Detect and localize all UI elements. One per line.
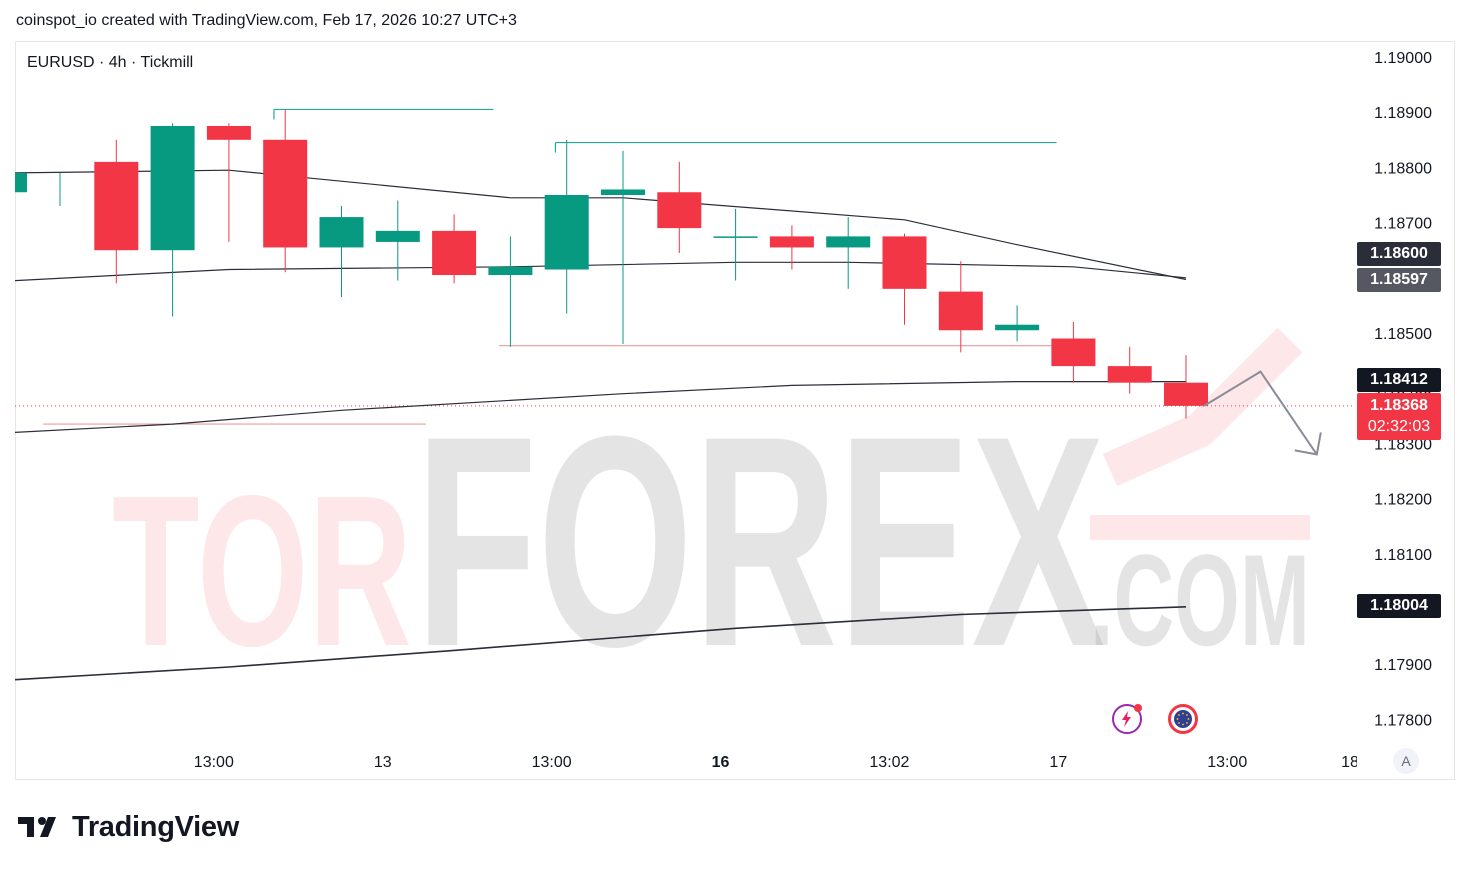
forecast-arrow-head bbox=[1295, 432, 1321, 454]
auto-scale-button[interactable]: A bbox=[1393, 748, 1419, 774]
candle-body bbox=[826, 236, 870, 247]
y-axis-tick-label: 1.18700 bbox=[1374, 216, 1432, 233]
candle-body bbox=[657, 192, 701, 228]
candle-body bbox=[883, 236, 927, 288]
y-axis-tick-label: 1.18900 bbox=[1374, 105, 1432, 122]
notification-dot-icon bbox=[1134, 704, 1142, 712]
moving-average-line bbox=[15, 262, 1186, 280]
price-tag-ma-upper: 1.18600 bbox=[1357, 242, 1441, 266]
watermark-logo: TOR FOREX .COM bbox=[112, 340, 1310, 709]
x-axis-tick-label: 13:00 bbox=[194, 754, 234, 771]
candle-body bbox=[1051, 339, 1095, 367]
candle-body bbox=[488, 267, 532, 275]
watermark-text-suffix: .COM bbox=[1090, 527, 1310, 673]
candle-body bbox=[545, 195, 589, 270]
symbol-title: EURUSD · 4h · Tickmill bbox=[27, 54, 193, 72]
candle-body bbox=[151, 126, 195, 250]
candle-body bbox=[94, 162, 138, 250]
candle-body bbox=[995, 325, 1039, 331]
candle-body bbox=[601, 189, 645, 195]
candle-body bbox=[15, 173, 27, 192]
candle-body bbox=[939, 292, 983, 331]
last-price-value: 1.18368 bbox=[1357, 395, 1441, 416]
x-axis-tick-label: 13 bbox=[374, 754, 392, 771]
price-tag-last: 1.18368 02:32:03 bbox=[1357, 393, 1441, 440]
candle-body bbox=[320, 217, 364, 247]
x-axis-tick-label: 16 bbox=[712, 754, 730, 771]
tradingview-logo-icon bbox=[18, 815, 64, 839]
watermark-text-gray: FOREX bbox=[415, 373, 1106, 709]
price-tag-ma-long: 1.18412 bbox=[1357, 368, 1441, 392]
y-axis-tick-label: 1.17900 bbox=[1374, 657, 1432, 674]
price-tag-ma-lowest: 1.18004 bbox=[1357, 594, 1441, 618]
y-axis-tick-label: 1.17800 bbox=[1374, 712, 1432, 729]
lightning-icon[interactable] bbox=[1112, 704, 1142, 734]
y-axis-tick-label: 1.18100 bbox=[1374, 547, 1432, 564]
candle-body bbox=[263, 140, 307, 248]
y-axis-tick-label: 1.19000 bbox=[1374, 50, 1432, 67]
price-tag-ma-middle: 1.18597 bbox=[1357, 268, 1441, 292]
candle-body bbox=[714, 236, 758, 238]
candle-body bbox=[770, 236, 814, 247]
x-axis-tick-label: 18 bbox=[1341, 754, 1359, 771]
x-axis-tick-label: 17 bbox=[1049, 754, 1067, 771]
candle-body bbox=[376, 231, 420, 242]
watermark-bar bbox=[1090, 515, 1310, 540]
candle-body bbox=[1164, 383, 1208, 406]
x-axis-tick-label: 13:02 bbox=[869, 754, 909, 771]
y-axis-tick-label: 1.18800 bbox=[1374, 160, 1432, 177]
y-axis-tick-label: 1.18200 bbox=[1374, 492, 1432, 509]
candle-body bbox=[1108, 366, 1152, 383]
x-axis-tick-label: 13:00 bbox=[532, 754, 572, 771]
bar-countdown: 02:32:03 bbox=[1357, 416, 1441, 437]
candle-body bbox=[432, 231, 476, 275]
watermark-text-red: TOR bbox=[112, 450, 412, 691]
tradingview-logo[interactable]: TradingView bbox=[18, 810, 239, 844]
tradingview-brand-text: TradingView bbox=[72, 811, 239, 844]
candle-body bbox=[207, 126, 251, 140]
y-axis-tick-label: 1.18500 bbox=[1374, 326, 1432, 343]
x-axis-tick-label: 13:00 bbox=[1207, 754, 1247, 771]
eu-flag-icon[interactable] bbox=[1168, 704, 1198, 734]
